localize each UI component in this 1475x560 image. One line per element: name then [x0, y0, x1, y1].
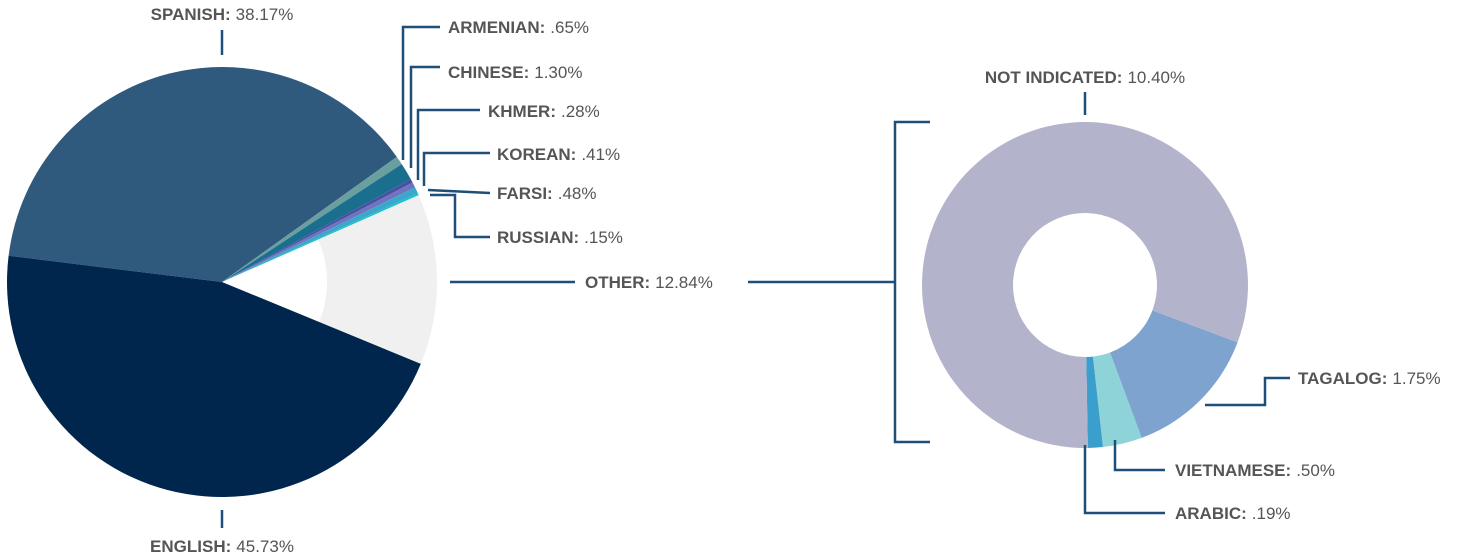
label-name: VIETNAMESE: [1175, 461, 1291, 480]
label-value: 1.75% [1392, 369, 1440, 388]
slice-label: SPANISH: 38.17% [151, 5, 294, 24]
slice [222, 164, 411, 282]
slice-label: VIETNAMESE: .50% [1175, 461, 1335, 480]
label-value: 45.73% [236, 537, 294, 556]
label-name: SPANISH: [151, 5, 231, 24]
slice-label: KOREAN: .41% [497, 145, 620, 164]
label-value: .48% [558, 184, 597, 203]
slice-label: FARSI: .48% [497, 184, 596, 203]
label-value: 12.84% [655, 273, 713, 292]
leader-line [1113, 440, 1165, 472]
slice-label: CHINESE: 1.30% [448, 63, 582, 82]
leader-line [1205, 376, 1290, 407]
slice [222, 156, 402, 282]
slice-label: ARMENIAN: .65% [448, 18, 589, 37]
slice-label: RUSSIAN: .15% [497, 228, 623, 247]
label-name: ENGLISH: [150, 537, 231, 556]
label-name: FARSI: [497, 184, 553, 203]
label-name: CHINESE: [448, 63, 529, 82]
leader-line [1083, 445, 1165, 515]
slice-label: OTHER: 12.84% [585, 273, 713, 292]
label-value: .19% [1252, 504, 1291, 523]
slice [1110, 310, 1238, 438]
label-name: ARMENIAN: [448, 18, 545, 37]
slice [922, 121, 1249, 449]
slice [7, 255, 421, 497]
slice-label: TAGALOG: 1.75% [1298, 369, 1441, 388]
leader-lines [220, 25, 1290, 528]
label-value: .15% [584, 228, 623, 247]
label-value: 1.30% [534, 63, 582, 82]
leader-line [416, 108, 480, 180]
bracket [893, 120, 930, 444]
label-value: 10.40% [1127, 68, 1185, 87]
slice [8, 67, 397, 282]
donut [922, 121, 1249, 449]
leader-line [430, 193, 490, 239]
slice [1092, 352, 1142, 448]
label-name: ARABIC: [1175, 504, 1247, 523]
label-value: 38.17% [236, 5, 294, 24]
slice [222, 182, 416, 282]
label-name: RUSSIAN: [497, 228, 579, 247]
leader-line [427, 188, 491, 195]
slice [222, 187, 418, 282]
slice [318, 195, 438, 364]
label-value: .50% [1296, 461, 1335, 480]
leader-line [422, 151, 490, 186]
slice [1086, 356, 1103, 448]
slice-label: NOT INDICATED: 10.40% [985, 68, 1185, 87]
slice-label: ARABIC: .19% [1175, 504, 1291, 523]
label-value: .65% [550, 18, 589, 37]
leader-line [401, 25, 440, 160]
slice-label: ENGLISH: 45.73% [150, 537, 294, 556]
label-name: KHMER: [488, 102, 556, 121]
label-value: .41% [581, 145, 620, 164]
label-name: OTHER: [585, 273, 650, 292]
label-name: KOREAN: [497, 145, 576, 164]
label-name: NOT INDICATED: [985, 68, 1123, 87]
leader-line [409, 65, 440, 168]
slice-label: KHMER: .28% [488, 102, 600, 121]
slice [222, 179, 413, 282]
pie [7, 67, 438, 497]
label-name: TAGALOG: [1298, 369, 1387, 388]
label-value: .28% [561, 102, 600, 121]
slice [222, 193, 419, 282]
